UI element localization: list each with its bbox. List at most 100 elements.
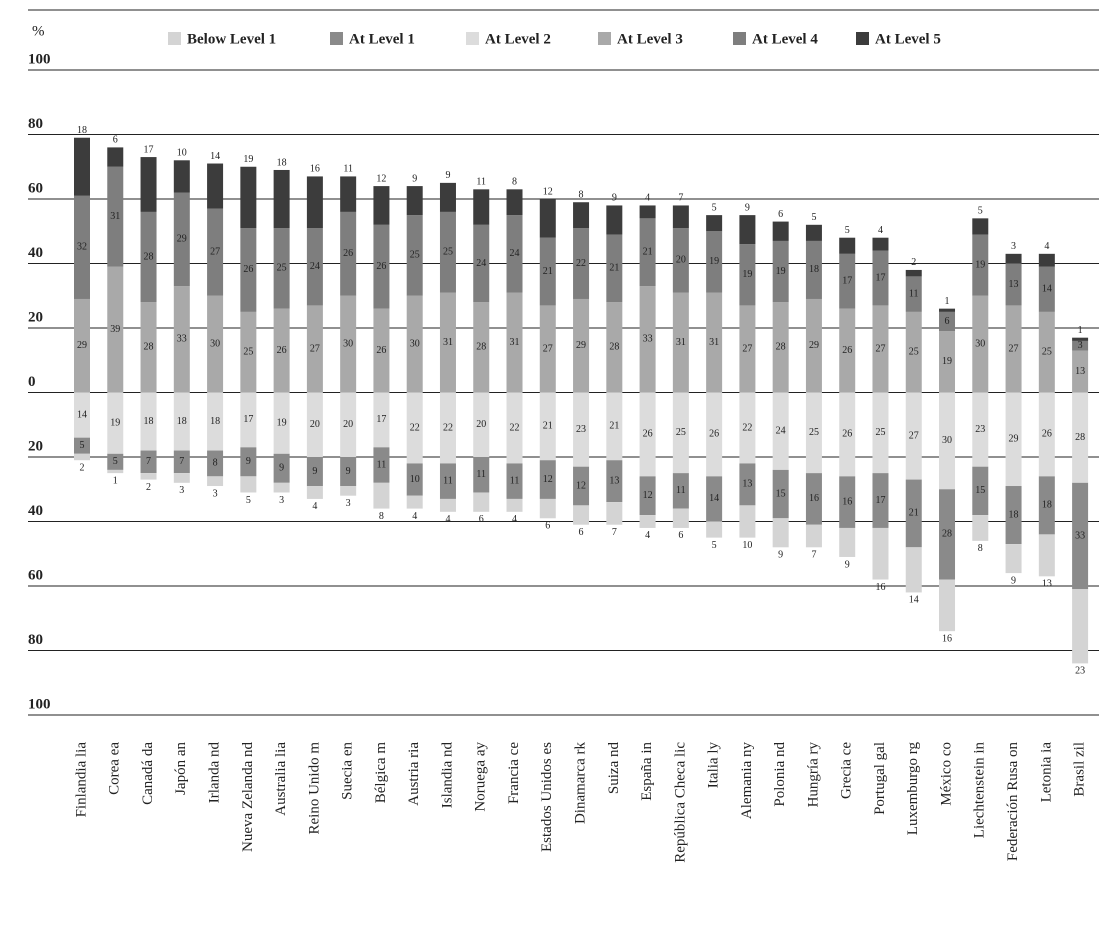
bar-segment: [207, 295, 224, 393]
bar-segment: [506, 392, 523, 464]
value-label: 21: [543, 421, 553, 432]
bar-segment: [506, 292, 523, 393]
bar-segment: [606, 460, 623, 503]
bar-segment: [74, 298, 90, 393]
legend-swatch: [733, 32, 746, 45]
value-label: 4: [412, 511, 417, 522]
value-label: 17: [875, 495, 885, 506]
bar-segment: [772, 240, 789, 303]
legend-swatch: [466, 32, 479, 45]
value-label: 9: [346, 466, 351, 477]
bar-segment: [506, 498, 523, 512]
value-label: 25: [909, 346, 919, 357]
bar-segment: [207, 392, 224, 451]
bar-segment: [706, 392, 723, 477]
value-label: 3: [179, 485, 184, 496]
bar-segment: [240, 311, 257, 393]
value-label: 22: [443, 422, 453, 433]
bar-segment: [972, 218, 989, 235]
value-label: 19: [776, 266, 786, 277]
value-label: 2: [80, 463, 85, 474]
bar-segment: [406, 295, 423, 393]
value-label: 3: [1011, 241, 1016, 252]
bar-segment: [872, 250, 889, 306]
value-label: 4: [512, 514, 517, 525]
value-label: 23: [576, 424, 586, 435]
bar-segment: [805, 240, 822, 299]
value-label: 8: [512, 177, 517, 188]
x-tick-label: Austria ria: [406, 742, 422, 806]
bar-segment: [439, 392, 456, 464]
x-tick-label: Portugal gal: [872, 742, 888, 815]
bar-segment: [473, 392, 490, 457]
bar-segment: [306, 176, 323, 229]
value-label: 10: [742, 540, 752, 551]
bar-segment: [140, 392, 157, 451]
value-label: 13: [1075, 366, 1085, 377]
value-label: 9: [312, 466, 317, 477]
value-label: 11: [443, 475, 453, 486]
bar-segment: [140, 473, 157, 480]
value-label: 5: [845, 225, 850, 236]
value-label: 26: [376, 261, 386, 272]
bar-segment: [905, 311, 922, 393]
bar-segment: [140, 157, 157, 212]
value-label: 21: [609, 421, 619, 432]
bar-segment: [173, 192, 190, 287]
value-label: 27: [909, 430, 919, 441]
value-label: 11: [476, 177, 486, 188]
value-label: 19: [110, 417, 120, 428]
value-label: 4: [645, 193, 650, 204]
x-tick-label: Brasil zil: [1072, 742, 1088, 797]
bar-segment: [306, 228, 323, 306]
value-label: 5: [246, 495, 251, 506]
bar-segment: [706, 521, 723, 538]
x-tick-label: Dinamarca rk: [572, 742, 588, 825]
bar-segment: [672, 473, 689, 509]
value-label: 28: [144, 342, 154, 353]
x-tick-label: Islandia nd: [439, 742, 455, 809]
bar-segment: [140, 450, 157, 474]
bar-segment: [606, 205, 623, 235]
value-label: 14: [77, 409, 87, 420]
x-tick-label: Bélgica m: [373, 742, 389, 804]
value-label: 25: [1042, 346, 1052, 357]
legend-swatch: [330, 32, 343, 45]
bar-segment: [839, 237, 856, 254]
value-label: 22: [576, 258, 586, 269]
bar-segment: [539, 460, 556, 499]
value-label: 18: [210, 416, 220, 427]
x-tick-label: Irlanda nd: [207, 742, 223, 804]
legend-label: At Level 4: [752, 31, 818, 47]
value-label: 9: [745, 202, 750, 213]
value-label: 5: [113, 456, 118, 467]
value-label: 31: [110, 211, 120, 222]
bar-segment: [972, 392, 989, 467]
value-label: 9: [612, 193, 617, 204]
value-label: 28: [144, 251, 154, 262]
bar-segment: [739, 505, 756, 538]
value-label: 9: [778, 550, 783, 561]
bar-segment: [306, 457, 323, 487]
bar-segment: [606, 502, 623, 525]
bar-segment: [573, 392, 590, 467]
bar-segment: [107, 453, 124, 470]
value-label: 9: [412, 173, 417, 184]
legend-label: At Level 1: [349, 31, 415, 47]
bar-segment: [839, 527, 856, 557]
x-tick-label: Nueva Zelanda nd: [240, 742, 256, 852]
bar-segment: [240, 166, 257, 229]
bar-segment: [1072, 340, 1089, 351]
bar-segment: [839, 476, 856, 528]
bar-segment: [606, 392, 623, 461]
value-label: 12: [543, 474, 553, 485]
value-label: 27: [210, 247, 220, 258]
value-label: 7: [146, 456, 151, 467]
bar-segment: [173, 160, 190, 193]
value-label: 26: [709, 429, 719, 440]
value-label: 12: [376, 173, 386, 184]
x-tick-label: Federación Rusa on: [1005, 742, 1021, 862]
x-tick-label: Australia lia: [273, 742, 289, 816]
x-tick-label: Japón an: [173, 742, 189, 795]
value-label: 9: [445, 170, 450, 181]
